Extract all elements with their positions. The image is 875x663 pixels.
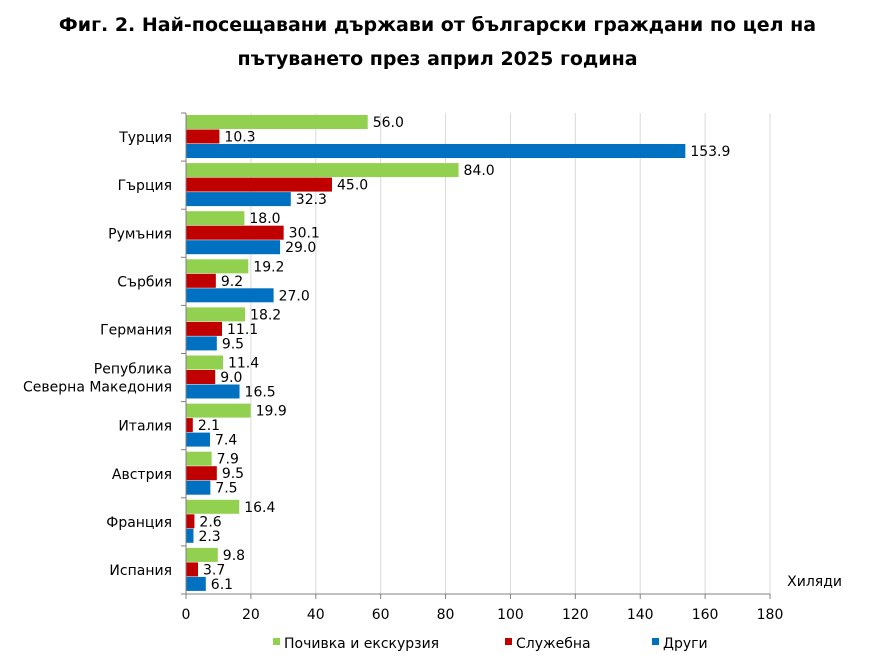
bar-испания-1 (186, 547, 218, 562)
bar-германия-1 (186, 307, 246, 322)
category-label-гърция: Гърция (118, 178, 172, 194)
x-tick-label-140: 140 (627, 607, 654, 623)
bar-австрия-3 (186, 480, 211, 495)
legend-label-3: Други (663, 636, 708, 652)
bar-гърция-2 (186, 177, 332, 192)
data-label-франция-1: 16.4 (244, 500, 275, 516)
data-label-турция-2: 10.3 (224, 130, 255, 146)
category-label-германия: Германия (100, 322, 172, 338)
data-label-франция-2: 2.6 (199, 514, 221, 530)
x-tick-label-20: 20 (242, 607, 260, 623)
data-label-гърция-3: 32.3 (296, 192, 327, 208)
legend-swatch-3 (652, 638, 659, 645)
data-label-германия-3: 9.5 (222, 336, 244, 352)
data-label-испания-1: 9.8 (223, 548, 245, 564)
bar-република-северна-македония-3 (186, 384, 240, 399)
x-tick-label-180: 180 (757, 607, 784, 623)
data-label-германия-1: 18.2 (250, 307, 281, 323)
data-label-франция-3: 2.3 (198, 529, 220, 545)
data-label-република-северна-македония-3: 16.5 (245, 385, 276, 401)
data-label-румъния-1: 18.0 (249, 211, 280, 227)
category-label-италия: Италия (118, 419, 172, 435)
bar-австрия-1 (186, 451, 212, 466)
category-label-сърбия: Сърбия (117, 274, 172, 290)
data-label-германия-2: 11.1 (227, 322, 258, 338)
bar-румъния-3 (186, 240, 281, 255)
bar-франция-3 (186, 528, 194, 543)
bar-испания-2 (186, 562, 199, 577)
bar-гърция-1 (186, 163, 459, 178)
bar-румъния-1 (186, 211, 245, 226)
data-label-австрия-2: 9.5 (222, 466, 244, 482)
x-axis-unit-label: Хиляди (787, 574, 842, 590)
bar-гърция-3 (186, 192, 291, 207)
data-label-гърция-2: 45.0 (337, 178, 368, 194)
category-label-австрия: Австрия (112, 467, 172, 483)
bar-република-северна-македония-1 (186, 355, 223, 370)
bar-испания-3 (186, 576, 206, 591)
bar-италия-2 (186, 418, 193, 433)
legend-swatch-1 (273, 638, 280, 645)
bar-франция-1 (186, 499, 240, 514)
data-label-турция-1: 56.0 (373, 115, 404, 131)
data-label-турция-3: 153.9 (690, 144, 730, 160)
category-label-република-северна-македония-line-2: Северна Македония (23, 380, 172, 396)
x-tick-label-40: 40 (307, 607, 325, 623)
x-tick-label-60: 60 (372, 607, 390, 623)
category-label-република-северна-македония-line-1: Република (94, 362, 172, 378)
data-label-испания-2: 3.7 (203, 562, 225, 578)
x-tick-label-160: 160 (692, 607, 719, 623)
x-tick-label-100: 100 (497, 607, 524, 623)
category-label-франция: Франция (106, 515, 172, 531)
data-label-италия-2: 2.1 (198, 418, 220, 434)
bar-турция-3 (186, 144, 686, 158)
data-label-сърбия-3: 27.0 (279, 288, 310, 304)
category-label-испания: Испания (109, 563, 172, 579)
bar-сърбия-3 (186, 288, 274, 303)
x-tick-label-80: 80 (437, 607, 455, 623)
bar-турция-2 (186, 129, 220, 144)
chart-title: Фиг. 2. Най-посещавани държави от българ… (0, 8, 875, 76)
category-label-турция: Турция (118, 130, 172, 146)
data-label-румъния-2: 30.1 (289, 226, 320, 242)
data-label-италия-1: 19.9 (256, 404, 287, 420)
data-label-сърбия-2: 9.2 (221, 274, 243, 290)
bar-република-северна-македония-2 (186, 370, 216, 384)
legend-swatch-2 (505, 638, 512, 645)
data-label-австрия-1: 7.9 (217, 452, 239, 468)
bar-германия-2 (186, 321, 223, 336)
data-label-гърция-1: 84.0 (464, 163, 495, 179)
bar-италия-1 (186, 403, 251, 418)
data-label-сърбия-1: 19.2 (253, 259, 284, 275)
chart-title-line-1: Фиг. 2. Най-посещавани държави от българ… (58, 14, 817, 36)
data-label-република-северна-македония-2: 9.0 (220, 370, 242, 386)
data-label-испания-3: 6.1 (211, 577, 233, 593)
x-tick-label-120: 120 (562, 607, 589, 623)
bar-австрия-2 (186, 466, 217, 481)
chart-title-line-2: пътуването през април 2025 година (237, 48, 638, 70)
data-label-република-северна-македония-1: 11.4 (228, 356, 259, 372)
bar-сърбия-1 (186, 259, 249, 274)
x-tick-label-0: 0 (182, 607, 191, 623)
data-label-австрия-3: 7.5 (215, 481, 237, 497)
bar-франция-2 (186, 514, 195, 529)
bar-сърбия-2 (186, 273, 216, 288)
category-label-румъния: Румъния (108, 226, 172, 242)
data-label-италия-3: 7.4 (215, 433, 237, 449)
bar-германия-3 (186, 336, 217, 351)
legend-label-1: Почивка и екскурзия (284, 636, 439, 652)
bar-турция-1 (186, 115, 368, 129)
legend-label-2: Служебна (516, 636, 591, 652)
bar-румъния-2 (186, 225, 284, 240)
data-label-румъния-3: 29.0 (285, 240, 316, 256)
bar-италия-3 (186, 432, 211, 447)
